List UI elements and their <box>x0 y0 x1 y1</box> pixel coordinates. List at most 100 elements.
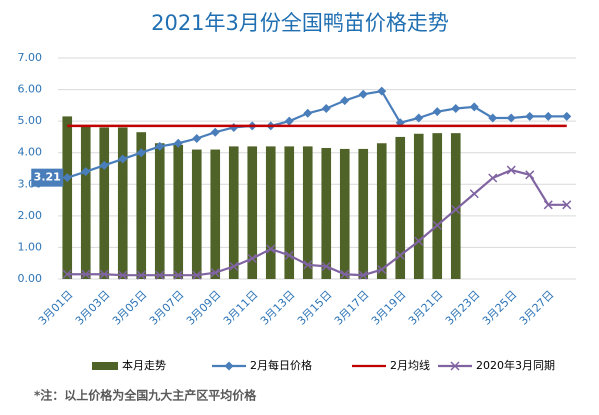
bar <box>136 132 147 279</box>
bar <box>80 125 91 279</box>
x-tick-label: 3月27日 <box>517 288 557 328</box>
x-tick-label: 3月19日 <box>369 288 409 328</box>
marker <box>432 220 442 230</box>
marker <box>562 111 572 121</box>
marker <box>173 270 183 280</box>
marker <box>136 148 146 158</box>
bar <box>228 146 239 279</box>
marker <box>450 361 460 371</box>
marker <box>284 116 294 126</box>
x-tick-label: 3月01日 <box>36 288 76 328</box>
marker <box>210 268 220 278</box>
marker <box>488 113 498 123</box>
marker <box>432 107 442 117</box>
marker <box>506 113 516 123</box>
marker <box>155 141 165 151</box>
x-tick-label: 3月07日 <box>147 288 187 328</box>
marker <box>358 89 368 99</box>
bar <box>62 116 73 280</box>
marker <box>377 264 387 275</box>
marker <box>414 236 424 246</box>
y-tick-label: 4.00 <box>18 146 43 159</box>
marker <box>451 104 461 114</box>
x-tick-label: 3月09日 <box>184 288 224 328</box>
marker <box>303 260 313 270</box>
bar <box>210 149 221 279</box>
marker <box>81 269 91 279</box>
x-tick-label: 3月13日 <box>258 288 298 328</box>
marker <box>62 269 72 279</box>
x-tick-label: 3月21日 <box>406 288 446 328</box>
marker <box>525 170 535 180</box>
y-tick-label: 1.00 <box>18 240 43 253</box>
marker <box>469 102 479 112</box>
marker <box>525 111 535 121</box>
y-tick-label: 2.00 <box>18 209 43 222</box>
bar <box>154 143 165 279</box>
x-tick-label: 3月25日 <box>480 288 520 328</box>
marker <box>284 250 294 260</box>
bar <box>191 149 202 279</box>
x-tick-label: 3月03日 <box>73 288 113 328</box>
legend-label: 本月走势 <box>122 358 166 372</box>
marker <box>155 270 165 280</box>
bar <box>247 146 258 279</box>
marker <box>395 250 405 260</box>
marker <box>543 200 553 210</box>
marker <box>340 96 350 106</box>
y-tick-label: 6.00 <box>18 83 43 96</box>
y-tick-label: 7.00 <box>18 51 43 64</box>
marker <box>340 269 350 279</box>
marker <box>192 270 202 280</box>
data-label-box <box>31 168 64 187</box>
marker <box>62 173 72 183</box>
marker <box>358 270 368 280</box>
bar <box>321 147 332 279</box>
bar <box>413 133 424 279</box>
x-tick-label: 3月11日 <box>221 288 261 328</box>
bar <box>339 148 350 279</box>
marker <box>224 361 234 371</box>
legend-label: 2月均线 <box>390 358 430 372</box>
bar <box>117 127 128 279</box>
marker <box>229 122 239 132</box>
legend-label: 2月每日价格 <box>250 358 312 372</box>
marker <box>210 127 220 137</box>
marker <box>543 111 553 121</box>
marker <box>321 104 331 114</box>
marker <box>266 244 276 254</box>
marker <box>192 134 202 144</box>
line <box>66 89 567 179</box>
marker <box>303 108 313 118</box>
bar <box>173 144 184 279</box>
bar <box>450 133 461 279</box>
bar <box>395 136 406 279</box>
note: *注：以上价格为全国九大主产区平均价格 <box>34 388 257 403</box>
marker <box>99 160 109 170</box>
marker <box>321 261 331 271</box>
bar <box>358 148 369 279</box>
bar <box>265 146 276 279</box>
marker <box>562 200 572 210</box>
data-label: 3.21 <box>34 171 61 184</box>
marker <box>136 270 146 280</box>
marker <box>99 269 109 279</box>
chart-title: 2021年3月份全国鸭苗价格走势 <box>151 11 449 35</box>
marker <box>488 173 498 183</box>
bar <box>284 146 295 279</box>
marker <box>451 205 461 215</box>
x-tick-label: 3月05日 <box>110 288 150 328</box>
legend-label: 2020年3月同期 <box>476 358 555 372</box>
bar <box>432 133 443 279</box>
y-tick-label: 0.00 <box>18 272 43 285</box>
marker <box>469 189 479 199</box>
marker <box>247 253 257 264</box>
x-tick-label: 3月15日 <box>295 288 335 328</box>
x-tick-label: 3月23日 <box>443 288 483 328</box>
marker <box>506 165 516 175</box>
marker <box>414 113 424 123</box>
y-tick-label: 5.00 <box>18 114 43 127</box>
marker <box>173 138 183 148</box>
x-tick-label: 3月17日 <box>332 288 372 328</box>
